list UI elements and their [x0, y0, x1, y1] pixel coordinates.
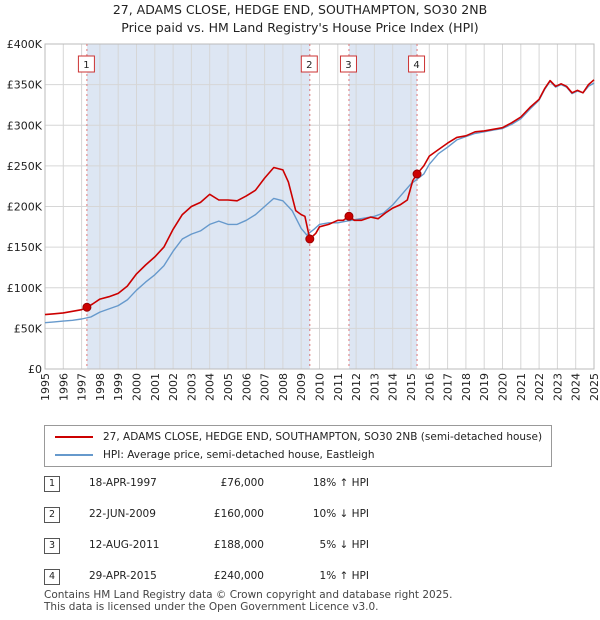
sale-row-3: 3 12-AUG-2011 £188,000 5% ↓ HPI — [44, 536, 444, 556]
x-tick-label: 2010 — [314, 373, 327, 401]
sale-point-3 — [344, 211, 354, 221]
x-tick-label: 2007 — [259, 373, 272, 401]
x-tick-label: 2011 — [332, 373, 345, 401]
sale-label-text-2: 2 — [306, 60, 312, 71]
x-tick-label: 1999 — [112, 373, 125, 401]
x-tick-label: 1998 — [94, 373, 107, 401]
legend-item-hpi: HPI: Average price, semi-detached house,… — [55, 446, 375, 464]
y-tick-label: £200K — [7, 201, 43, 214]
sale-row-2: 2 22-JUN-2009 £160,000 10% ↓ HPI — [44, 505, 444, 525]
sale-point-1 — [82, 302, 92, 312]
sale-hpi-diff: 1% ↑ HPI — [319, 570, 369, 582]
y-tick-label: £250K — [7, 160, 43, 173]
x-tick-label: 2000 — [131, 373, 144, 401]
x-tick-label: 2001 — [149, 373, 162, 401]
y-tick-label: £400K — [7, 38, 43, 51]
sale-label-box-3 — [339, 55, 357, 73]
x-tick-label: 1995 — [39, 373, 52, 401]
sale-number: 1 — [44, 476, 60, 492]
sale-point-4 — [412, 169, 422, 179]
x-tick-label: 2012 — [350, 373, 363, 401]
legend-label-hpi: HPI: Average price, semi-detached house,… — [103, 449, 375, 461]
x-tick-label: 2020 — [497, 373, 510, 401]
sale-number: 3 — [44, 538, 60, 554]
sale-price: £240,000 — [213, 570, 264, 582]
x-tick-label: 2023 — [551, 373, 564, 401]
x-tick-label: 2019 — [478, 373, 491, 401]
legend-label-property: 27, ADAMS CLOSE, HEDGE END, SOUTHAMPTON,… — [103, 431, 543, 443]
plot-border — [44, 43, 595, 370]
sale-row-4: 4 29-APR-2015 £240,000 1% ↑ HPI — [44, 567, 444, 587]
sale-price: £160,000 — [213, 508, 264, 520]
sale-date: 22-JUN-2009 — [89, 508, 156, 520]
y-tick-label: £350K — [7, 79, 43, 92]
sale-label-box-1 — [77, 55, 95, 73]
x-tick-label: 2005 — [222, 373, 235, 401]
sale-price: £188,000 — [213, 539, 264, 551]
sale-hpi-diff: 10% ↓ HPI — [312, 508, 369, 520]
sale-date: 12-AUG-2011 — [89, 539, 160, 551]
legend-item-property: 27, ADAMS CLOSE, HEDGE END, SOUTHAMPTON,… — [55, 428, 542, 446]
x-tick-label: 2018 — [460, 373, 473, 401]
chart-subtitle: Price paid vs. HM Land Registry's House … — [121, 20, 479, 35]
sale-date: 29-APR-2015 — [89, 570, 157, 582]
sale-label-box-2 — [300, 55, 318, 73]
sale-price: £76,000 — [220, 477, 264, 489]
x-tick-label: 1997 — [76, 373, 89, 401]
sale-hpi-diff: 18% ↑ HPI — [312, 477, 369, 489]
x-tick-label: 2015 — [405, 373, 418, 401]
sale-label-box-4 — [408, 55, 426, 73]
sale-point-2 — [305, 234, 315, 244]
x-tick-label: 2006 — [240, 373, 253, 401]
sale-row-1: 1 18-APR-1997 £76,000 18% ↑ HPI — [44, 474, 444, 494]
x-tick-label: 1996 — [57, 373, 70, 401]
y-tick-label: £50K — [14, 322, 43, 335]
sale-number: 2 — [44, 507, 60, 523]
footer: Contains HM Land Registry data © Crown c… — [44, 589, 452, 613]
x-tick-label: 2002 — [167, 373, 180, 401]
x-tick-label: 2025 — [588, 373, 600, 401]
legend-swatch-hpi — [55, 454, 93, 456]
x-tick-label: 2009 — [295, 373, 308, 401]
sale-label-text-3: 3 — [345, 60, 351, 71]
y-tick-label: £100K — [7, 282, 43, 295]
footer-copyright: Contains HM Land Registry data © Crown c… — [44, 589, 453, 601]
x-tick-label: 2008 — [277, 373, 290, 401]
x-tick-label: 2013 — [368, 373, 381, 401]
y-tick-label: £0 — [28, 363, 42, 376]
chart-title: 27, ADAMS CLOSE, HEDGE END, SOUTHAMPTON,… — [112, 2, 488, 17]
x-tick-label: 2016 — [423, 373, 436, 401]
x-tick-label: 2004 — [204, 373, 217, 401]
x-tick-label: 2022 — [533, 373, 546, 401]
chart-legend: 27, ADAMS CLOSE, HEDGE END, SOUTHAMPTON,… — [44, 425, 552, 467]
x-tick-label: 2024 — [570, 373, 583, 401]
y-tick-label: £150K — [7, 241, 43, 254]
price-chart: £0 £50K £100K £150K £200K £250K £300K £350K £400… — [7, 38, 600, 401]
x-tick-label: 2021 — [515, 373, 528, 401]
sale-hpi-diff: 5% ↓ HPI — [319, 539, 369, 551]
sale-label-text-4: 4 — [413, 60, 419, 71]
series-line-property — [44, 79, 595, 316]
series-line-hpi — [44, 80, 595, 324]
x-tick-label: 2003 — [185, 373, 198, 401]
x-tick-label: 2017 — [442, 373, 455, 401]
y-tick-label: £300K — [7, 119, 43, 132]
sale-number: 4 — [44, 569, 60, 585]
x-tick-label: 2014 — [387, 373, 400, 401]
footer-licence: This data is licensed under the Open Gov… — [44, 601, 379, 613]
sale-label-text-1: 1 — [83, 60, 89, 71]
sale-date: 18-APR-1997 — [89, 477, 157, 489]
legend-swatch-property — [55, 436, 93, 438]
